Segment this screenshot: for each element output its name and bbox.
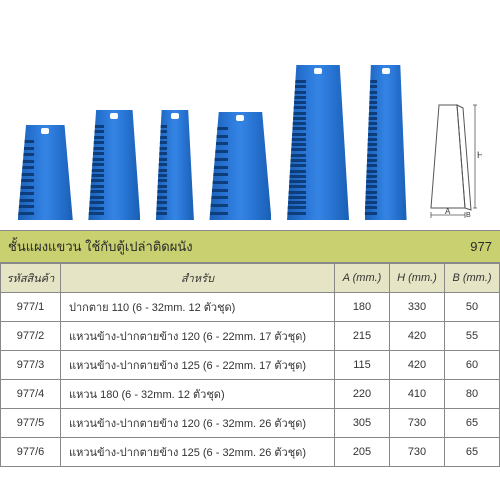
table-cell: 205 xyxy=(335,438,390,467)
table-cell: แหวนข้าง-ปากตายข้าง 125 (6 - 22mm. 17 ตั… xyxy=(61,351,335,380)
table-header: B (mm.) xyxy=(445,264,500,293)
table-cell: 420 xyxy=(390,322,445,351)
dimension-diagram: H A B xyxy=(427,100,482,220)
table-cell: 220 xyxy=(335,380,390,409)
rack-image-6 xyxy=(365,65,407,220)
product-image-row: H A B xyxy=(0,0,500,230)
rack-image-1 xyxy=(18,125,73,220)
rack-image-5 xyxy=(287,65,349,220)
table-cell: 330 xyxy=(390,293,445,322)
table-row: 977/3แหวนข้าง-ปากตายข้าง 125 (6 - 22mm. … xyxy=(1,351,500,380)
table-cell: 50 xyxy=(445,293,500,322)
table-cell: 115 xyxy=(335,351,390,380)
table-cell: 977/5 xyxy=(1,409,61,438)
table-cell: 977/3 xyxy=(1,351,61,380)
table-cell: แหวนข้าง-ปากตายข้าง 120 (6 - 32mm. 26 ตั… xyxy=(61,409,335,438)
table-cell: 420 xyxy=(390,351,445,380)
svg-text:A: A xyxy=(445,207,451,216)
table-cell: 977/2 xyxy=(1,322,61,351)
table-header: รหัสสินค้า xyxy=(1,264,61,293)
product-title: ชั้นแผงแขวน ใช้กับตู้เปล่าติดผนัง xyxy=(8,236,193,257)
table-cell: 305 xyxy=(335,409,390,438)
table-header: H (mm.) xyxy=(390,264,445,293)
table-cell: 977/6 xyxy=(1,438,61,467)
table-cell: 410 xyxy=(390,380,445,409)
table-cell: 180 xyxy=(335,293,390,322)
svg-text:B: B xyxy=(466,212,471,219)
spec-table: รหัสสินค้าสำหรับA (mm.)H (mm.)B (mm.) 97… xyxy=(0,263,500,467)
table-cell: แหวน 180 (6 - 32mm. 12 ตัวชุด) xyxy=(61,380,335,409)
table-cell: 977/1 xyxy=(1,293,61,322)
table-row: 977/1ปากตาย 110 (6 - 32mm. 12 ตัวชุด)180… xyxy=(1,293,500,322)
table-cell: 730 xyxy=(390,409,445,438)
rack-image-3 xyxy=(156,110,194,220)
rack-image-2 xyxy=(88,110,140,220)
table-header: A (mm.) xyxy=(335,264,390,293)
table-row: 977/2แหวนข้าง-ปากตายข้าง 120 (6 - 22mm. … xyxy=(1,322,500,351)
rack-image-4 xyxy=(209,112,271,220)
table-cell: 65 xyxy=(445,438,500,467)
table-cell: ปากตาย 110 (6 - 32mm. 12 ตัวชุด) xyxy=(61,293,335,322)
table-cell: 730 xyxy=(390,438,445,467)
svg-text:H: H xyxy=(477,150,482,160)
table-header: สำหรับ xyxy=(61,264,335,293)
table-row: 977/4แหวน 180 (6 - 32mm. 12 ตัวชุด)22041… xyxy=(1,380,500,409)
table-cell: 215 xyxy=(335,322,390,351)
title-bar: ชั้นแผงแขวน ใช้กับตู้เปล่าติดผนัง 977 xyxy=(0,230,500,263)
table-row: 977/5แหวนข้าง-ปากตายข้าง 120 (6 - 32mm. … xyxy=(1,409,500,438)
table-cell: 60 xyxy=(445,351,500,380)
table-cell: 55 xyxy=(445,322,500,351)
table-cell: 80 xyxy=(445,380,500,409)
table-cell: 65 xyxy=(445,409,500,438)
table-cell: 977/4 xyxy=(1,380,61,409)
table-cell: แหวนข้าง-ปากตายข้าง 125 (6 - 32mm. 26 ตั… xyxy=(61,438,335,467)
table-row: 977/6แหวนข้าง-ปากตายข้าง 125 (6 - 32mm. … xyxy=(1,438,500,467)
table-cell: แหวนข้าง-ปากตายข้าง 120 (6 - 22mm. 17 ตั… xyxy=(61,322,335,351)
product-code: 977 xyxy=(470,239,492,254)
